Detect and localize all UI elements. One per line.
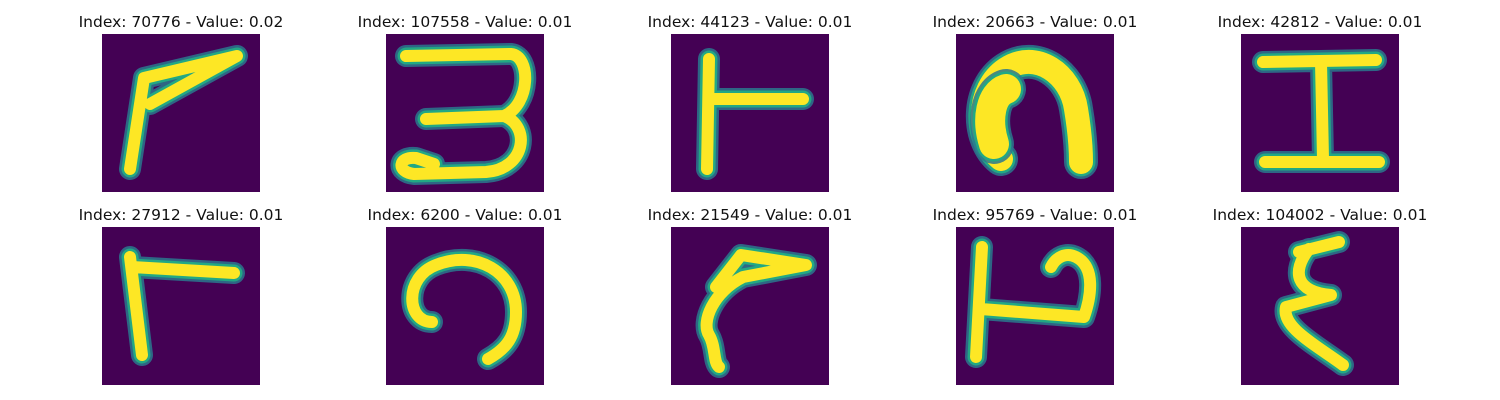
panel-title: Index: 20663 - Value: 0.01 [932,13,1138,31]
panel-title: Index: 42812 - Value: 0.01 [1217,13,1423,31]
panel-3: Index: 44123 - Value: 0.01 [625,12,875,197]
glyph-image [102,227,260,385]
glyph-image [386,227,544,385]
glyph-image [671,34,829,192]
glyph-svg [119,45,248,180]
glyph-stroke-layer [406,253,522,365]
glyph-svg [965,44,1098,179]
glyph-stroke-layer [970,241,1097,363]
glyph-image [956,227,1114,385]
glyph-stroke-layer [1257,54,1385,168]
panel-7: Index: 6200 - Value: 0.01 [340,205,590,390]
glyph-stroke-layer [701,53,809,175]
glyph-svg [965,236,1102,368]
glyph-strokes [965,44,1098,179]
panel-title: Index: 27912 - Value: 0.01 [78,206,284,224]
glyph-strokes [390,43,537,185]
glyph-svg [695,244,817,378]
glyph-stroke-layer [975,74,1021,159]
panel-9: Index: 95769 - Value: 0.01 [910,205,1160,390]
glyph-stroke-layer [124,251,240,361]
glyph-strokes [695,244,817,378]
glyph-stroke-layer [696,48,814,180]
glyph-image [956,34,1114,192]
glyph-strokes [119,246,245,366]
panel-8: Index: 21549 - Value: 0.01 [625,205,875,390]
panel-title: Index: 107558 - Value: 0.01 [357,13,573,31]
glyph-strokes [119,45,248,180]
glyph-svg [696,48,814,180]
glyph-stroke-layer [700,249,812,373]
panel-title: Index: 21549 - Value: 0.01 [647,206,853,224]
panel-title: Index: 6200 - Value: 0.01 [367,206,563,224]
glyph-stroke-layer [395,48,532,180]
glyph-stroke-layer [124,50,243,175]
glyph-svg [390,43,537,185]
glyph-strokes [1274,231,1354,376]
panel-title: Index: 104002 - Value: 0.01 [1212,206,1428,224]
panel-6: Index: 27912 - Value: 0.01 [56,205,306,390]
glyph-strokes [696,48,814,180]
glyph-svg [119,246,245,366]
glyph-image [1241,34,1399,192]
panel-title: Index: 44123 - Value: 0.01 [647,13,853,31]
glyph-svg [1274,231,1354,376]
panel-2: Index: 107558 - Value: 0.01 [340,12,590,197]
panel-title: Index: 95769 - Value: 0.01 [932,206,1138,224]
panel-title: Index: 70776 - Value: 0.02 [78,13,284,31]
glyph-svg [1252,49,1390,173]
glyph-svg [401,248,527,370]
glyph-strokes [965,236,1102,368]
panel-5: Index: 42812 - Value: 0.01 [1195,12,1445,197]
glyph-stroke-layer [698,50,812,178]
glyph-image [386,34,544,192]
glyph-stroke-layer [967,238,1099,366]
glyph-image [102,34,260,192]
panel-4: Index: 20663 - Value: 0.01 [910,12,1160,197]
panel-10: Index: 104002 - Value: 0.01 [1195,205,1445,390]
glyph-stroke-layer [1279,236,1349,371]
glyph-strokes [1252,49,1390,173]
glyph-image [1241,227,1399,385]
panel-1: Index: 70776 - Value: 0.02 [56,12,306,197]
glyph-image [671,227,829,385]
glyph-strokes [401,248,527,370]
